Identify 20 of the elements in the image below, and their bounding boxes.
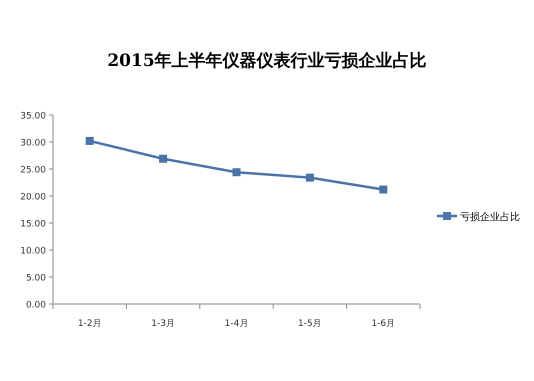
point [306,174,314,182]
point [159,154,168,163]
x-tick-label: 1-5月 [298,319,322,329]
y-tick-label: 5.00 [26,274,46,284]
x-tick-label: 1-6月 [371,319,396,329]
y-tick-label: 35.00 [20,112,46,122]
y-tick-label: 25.00 [20,166,46,176]
y-tick-label: 30.00 [20,138,46,148]
legend-label: 亏损企业占比 [460,211,520,223]
chart-title: 2015年上半年仪器仪表行业亏损企业占比 [107,51,427,71]
y-tick-label: 20.00 [20,192,46,202]
y-tick-label: 10.00 [20,246,46,256]
point [232,168,240,176]
y-tick-label: 15.00 [20,220,46,230]
x-tick-label: 1-2月 [78,319,102,329]
x-tick-label: 1-4月 [224,319,248,329]
x-tick-label: 1-3月 [151,319,175,329]
point [379,186,388,194]
y-tick-label: 0.00 [26,300,46,310]
point [86,136,94,145]
